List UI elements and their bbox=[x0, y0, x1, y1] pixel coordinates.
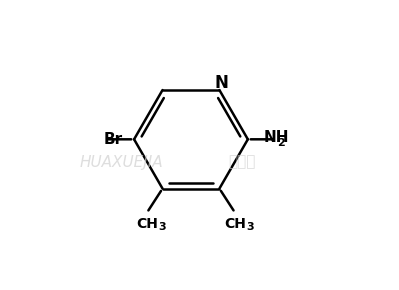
Text: CH: CH bbox=[136, 217, 158, 231]
Text: 2: 2 bbox=[277, 138, 285, 148]
Text: Br: Br bbox=[104, 132, 123, 147]
Text: 3: 3 bbox=[247, 222, 254, 232]
Text: CH: CH bbox=[224, 217, 246, 231]
Text: 3: 3 bbox=[158, 222, 166, 232]
Text: HUAXUEJIA: HUAXUEJIA bbox=[80, 155, 164, 170]
Text: N: N bbox=[215, 74, 229, 92]
Text: 化学加: 化学加 bbox=[228, 155, 255, 170]
Text: NH: NH bbox=[263, 130, 289, 144]
